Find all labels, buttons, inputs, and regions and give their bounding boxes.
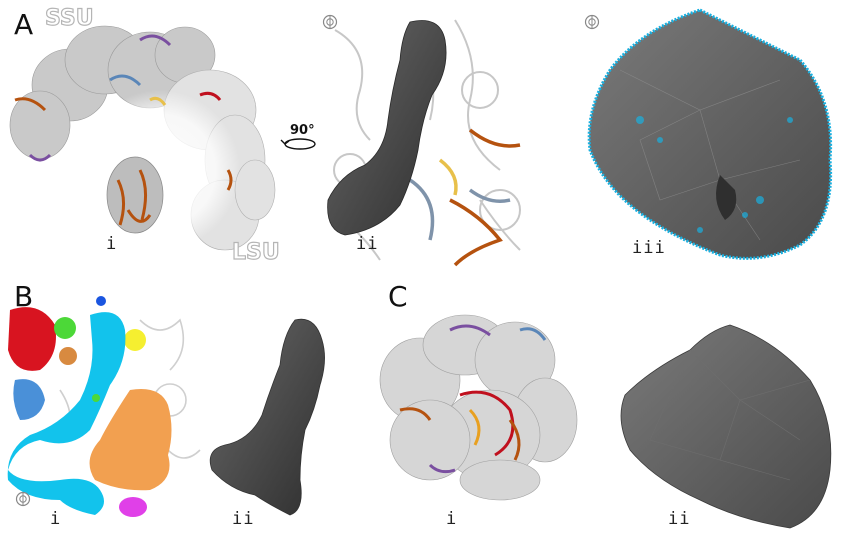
pocket-magenta: [119, 497, 147, 517]
hull-surface: [587, 8, 833, 260]
mesh-cyan-points: [636, 116, 793, 233]
pocket-orange: [89, 389, 172, 491]
tunnel-core-atoms: [106, 156, 164, 234]
rotation-label: 90°: [290, 123, 315, 138]
panel-a-iii-hull-mesh: [587, 8, 833, 260]
hull-cavity: [716, 175, 737, 220]
c-ii-mesh-facets: [649, 349, 811, 481]
view-direction-icon: [15, 491, 31, 507]
pocket-orange-small: [59, 347, 77, 365]
panel-b-sub-i: i: [50, 509, 62, 529]
panel-b-i-pockets: [7, 296, 201, 517]
rotation-arrow-icon: [280, 138, 316, 150]
rna-colored-strands: [409, 128, 521, 267]
protein-chains: [14, 34, 233, 191]
panel-c-letter: C: [388, 280, 408, 313]
pocket-yellow: [124, 329, 146, 351]
lsu-label: LSU: [231, 239, 280, 265]
panel-a-letter: A: [14, 8, 34, 41]
panel-c-sub-ii: ii: [668, 509, 691, 529]
tunnel-surface: [327, 20, 447, 236]
panel-c-sub-i: i: [446, 509, 458, 529]
panel-a-sub-ii: ii: [356, 234, 379, 254]
pocket-cyan-tunnel: [7, 312, 126, 515]
ssu-label: SSU: [44, 5, 94, 31]
panel-a-sub-i: i: [106, 234, 118, 254]
pocket-red: [8, 307, 56, 371]
pocket-green: [54, 317, 76, 339]
view-direction-icon: [322, 14, 338, 30]
panel-a-i-ribosome: [9, 25, 276, 251]
panel-c-i-ribosome: [379, 314, 578, 501]
panel-a-sub-iii: iii: [632, 238, 666, 258]
pocket-green-dot: [92, 394, 100, 402]
panel-a-ii-tunnel-context: [327, 19, 521, 267]
panel-b-letter: B: [14, 280, 34, 313]
panel-b-sub-ii: ii: [232, 509, 255, 529]
tunnel-haze: [80, 90, 240, 250]
panel-c-ii-hull: [620, 324, 832, 529]
panel-b-ii-tunnel: [209, 318, 325, 516]
pocket-sky: [13, 379, 46, 420]
view-direction-icon: [584, 14, 600, 30]
pocket-blue-dot: [96, 296, 106, 306]
